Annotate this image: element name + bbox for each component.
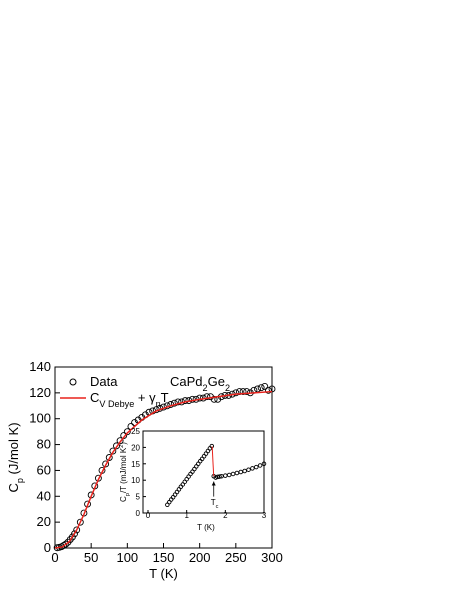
data-point xyxy=(73,526,81,534)
text-part: (J/mol K) xyxy=(6,422,21,478)
x-tick-label: 100 xyxy=(116,550,138,565)
fit-line xyxy=(211,446,215,477)
data-point xyxy=(226,472,232,478)
data-point xyxy=(254,464,259,470)
y-tick-label: 0 xyxy=(44,540,51,555)
text-part: T (K) xyxy=(149,566,178,581)
y-tick-label: 80 xyxy=(37,437,51,452)
text-part: CaPd xyxy=(170,374,203,389)
data-point xyxy=(254,385,261,393)
tc-label: Tc xyxy=(211,498,219,510)
x-tick-label: 300 xyxy=(261,550,283,565)
data-point xyxy=(123,428,131,436)
data-point xyxy=(257,384,265,392)
y-tick-label: 10 xyxy=(131,476,140,485)
y-tick-label: 120 xyxy=(29,385,51,400)
data-point xyxy=(230,471,236,477)
data-point xyxy=(250,466,255,471)
text-part: C xyxy=(6,483,21,492)
x-tick-label: 1 xyxy=(184,511,189,520)
data-point xyxy=(246,467,251,472)
data-point xyxy=(105,454,113,461)
data-point xyxy=(76,518,84,526)
data-point xyxy=(113,442,120,450)
y-tick-label: 40 xyxy=(37,488,51,503)
x-axis-title: T (K) xyxy=(197,523,215,532)
data-point xyxy=(257,463,263,468)
text-part: n xyxy=(156,399,161,409)
y-tick-label: 100 xyxy=(29,411,51,426)
text-part: + γ xyxy=(134,390,156,405)
text-part: ) xyxy=(119,442,128,445)
data-point xyxy=(109,447,117,455)
text-part: /T (mJ/mol K xyxy=(119,447,128,493)
x-tick-label: 250 xyxy=(225,550,247,565)
axes-frame xyxy=(142,430,265,514)
data-point xyxy=(234,470,240,476)
text-part: p xyxy=(15,478,25,483)
text-part: T xyxy=(161,390,169,405)
data-point xyxy=(232,389,240,397)
y-tick-label: 5 xyxy=(136,493,141,502)
data-point xyxy=(196,394,204,402)
tc-arrowhead xyxy=(211,481,216,486)
text-part: p xyxy=(125,493,131,496)
y-tick-label: 0 xyxy=(136,509,141,518)
data-point xyxy=(170,399,178,407)
data-point xyxy=(62,540,70,548)
x-tick-label: 0 xyxy=(51,550,58,565)
x-tick-label: 150 xyxy=(153,550,175,565)
x-tick-label: 50 xyxy=(84,550,98,565)
data-point xyxy=(238,469,244,475)
text-part: C xyxy=(90,390,99,405)
text-part: 2 xyxy=(203,383,208,393)
x-axis-title: T (K) xyxy=(149,566,178,581)
text-part: T (K) xyxy=(197,523,215,532)
y-tick-label: 60 xyxy=(37,462,51,477)
data-point xyxy=(116,437,124,445)
x-tick-label: 2 xyxy=(223,511,228,520)
legend-marker xyxy=(69,378,77,386)
text-part: C xyxy=(119,496,128,502)
data-point xyxy=(102,460,110,468)
text-part: 2 xyxy=(119,445,125,448)
data-point xyxy=(261,382,269,390)
inset-background xyxy=(143,431,264,513)
y-axis-title: Cp/T (mJ/mol K2) xyxy=(119,442,131,502)
data-point xyxy=(261,461,267,467)
data-point xyxy=(71,530,78,538)
text-part: 2 xyxy=(225,383,230,393)
y-tick-label: 20 xyxy=(37,514,51,529)
x-tick-label: 0 xyxy=(146,511,151,520)
y-axis-title: Cp (J/mol K) xyxy=(6,422,25,492)
data-point xyxy=(203,393,211,401)
data-point xyxy=(243,388,251,396)
text-part: V Debye xyxy=(99,399,134,409)
y-tick-label: 25 xyxy=(131,427,140,436)
annotation: CaPd2Ge2 xyxy=(170,374,230,393)
y-tick-label: 20 xyxy=(131,443,140,452)
data-point xyxy=(239,388,247,396)
text-part: T xyxy=(211,498,216,507)
data-point xyxy=(174,398,182,406)
text-part: Ge xyxy=(208,374,225,389)
data-point xyxy=(242,468,247,474)
y-tick-label: 15 xyxy=(131,460,140,469)
data-point xyxy=(217,474,222,479)
legend-label: Data xyxy=(90,374,118,389)
x-tick-label: 3 xyxy=(262,511,267,520)
x-tick-label: 200 xyxy=(189,550,211,565)
y-tick-label: 140 xyxy=(29,359,51,374)
data-point xyxy=(264,386,272,394)
text-part: Data xyxy=(90,374,118,389)
fit-line xyxy=(54,390,273,549)
legend-label: CV Debye + γnT xyxy=(90,390,169,409)
text-part: c xyxy=(216,504,219,510)
data-point xyxy=(210,395,218,403)
